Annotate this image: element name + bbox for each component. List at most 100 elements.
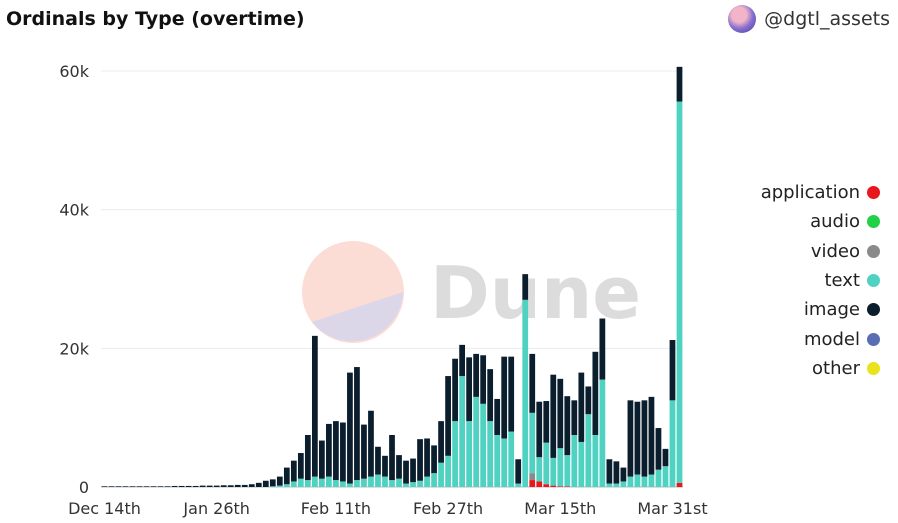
bar-segment-text[interactable] [613, 483, 620, 487]
bar-segment-text[interactable] [585, 414, 592, 487]
bar-segment-image[interactable] [248, 484, 255, 487]
bar-segment-image[interactable] [101, 486, 108, 487]
bar-segment-image[interactable] [445, 376, 451, 456]
bar-segment-image[interactable] [501, 356, 508, 439]
bar-segment-image[interactable] [347, 372, 353, 484]
bar-segment-image[interactable] [290, 460, 297, 482]
bar-segment-image[interactable] [199, 485, 206, 487]
bar-segment-image[interactable] [466, 357, 473, 422]
legend-item-audio[interactable]: audio [700, 207, 880, 236]
bar-segment-text[interactable] [311, 476, 318, 487]
bar-segment-text[interactable] [627, 476, 634, 487]
bar-segment-text[interactable] [599, 379, 606, 487]
bar-segment-image[interactable] [241, 484, 248, 487]
bar-segment-image[interactable] [368, 410, 374, 477]
bar-segment-image[interactable] [361, 424, 367, 479]
bar-segment-image[interactable] [396, 455, 402, 479]
bar-segment-text[interactable] [354, 480, 360, 487]
bar-segment-text[interactable] [571, 435, 578, 487]
bar-segment-image[interactable] [283, 467, 290, 485]
bar-segment-image[interactable] [410, 458, 416, 483]
bar-segment-text[interactable] [655, 469, 662, 487]
bar-segment-image[interactable] [262, 480, 269, 487]
bar-segment-image[interactable] [655, 428, 662, 470]
bar-segment-text[interactable] [276, 485, 283, 487]
bar-segment-image[interactable] [213, 485, 220, 487]
legend-item-model[interactable]: model [700, 324, 880, 353]
legend-item-text[interactable]: text [700, 266, 880, 295]
bar-segment-image[interactable] [480, 355, 487, 404]
bar-segment-application[interactable] [529, 480, 536, 487]
bar-segment-image[interactable] [599, 318, 606, 380]
bar-segment-application[interactable] [536, 481, 543, 487]
bar-segment-text[interactable] [445, 455, 451, 487]
bar-segment-text[interactable] [536, 457, 543, 482]
bar-segment-text[interactable] [564, 455, 571, 487]
bar-segment-image[interactable] [311, 335, 318, 477]
bar-segment-text[interactable] [319, 478, 325, 487]
bar-segment-application[interactable] [543, 484, 550, 487]
bar-segment-text[interactable] [641, 476, 648, 487]
bar-segment-image[interactable] [438, 421, 444, 463]
bar-segment-text[interactable] [417, 480, 423, 487]
bar-segment-image[interactable] [585, 386, 592, 415]
bar-segment-image[interactable] [634, 401, 641, 475]
bar-segment-text[interactable] [508, 431, 515, 487]
bar-segment-image[interactable] [424, 438, 430, 477]
bar-segment-text[interactable] [466, 421, 473, 487]
bar-segment-image[interactable] [136, 486, 143, 487]
bar-segment-image[interactable] [150, 486, 157, 487]
bar-segment-image[interactable] [543, 401, 550, 443]
bar-segment-text[interactable] [452, 421, 458, 487]
bar-segment-image[interactable] [564, 396, 571, 456]
bar-segment-text[interactable] [403, 483, 409, 487]
legend-item-application[interactable]: application [700, 178, 880, 207]
bar-segment-text[interactable] [361, 478, 367, 487]
bar-segment-image[interactable] [192, 485, 199, 487]
bar-segment-image[interactable] [529, 353, 536, 413]
bar-segment-image[interactable] [122, 486, 129, 487]
bar-segment-text[interactable] [304, 480, 311, 487]
bar-segment-image[interactable] [143, 486, 150, 487]
bar-segment-image[interactable] [185, 485, 192, 487]
bar-segment-text[interactable] [326, 476, 332, 487]
bar-segment-image[interactable] [557, 378, 564, 449]
bar-segment-image[interactable] [227, 485, 234, 487]
bar-segment-image[interactable] [662, 448, 669, 467]
bar-segment-image[interactable] [620, 467, 627, 482]
bar-segment-text[interactable] [669, 400, 676, 487]
bar-segment-text[interactable] [473, 396, 480, 487]
bar-segment-application[interactable] [564, 486, 571, 487]
bar-segment-image[interactable] [354, 367, 360, 481]
bar-segment-image[interactable] [319, 440, 325, 479]
bar-segment-text[interactable] [347, 483, 353, 487]
bar-segment-image[interactable] [115, 486, 122, 487]
bar-segment-text[interactable] [606, 483, 613, 487]
bar-segment-image[interactable] [255, 482, 262, 487]
bar-segment-video[interactable] [529, 473, 536, 481]
legend-item-video[interactable]: video [700, 237, 880, 266]
bar-segment-image[interactable] [375, 446, 381, 475]
bar-segment-text[interactable] [297, 478, 304, 487]
bar-segment-image[interactable] [382, 455, 388, 477]
bar-segment-image[interactable] [431, 445, 437, 474]
bar-segment-text[interactable] [396, 478, 402, 487]
bar-segment-text[interactable] [676, 101, 683, 483]
bar-segment-text[interactable] [283, 484, 290, 487]
bar-segment-text[interactable] [368, 476, 374, 487]
bar-segment-image[interactable] [206, 485, 213, 487]
bar-segment-image[interactable] [326, 423, 332, 477]
bar-segment-text[interactable] [333, 480, 339, 487]
bar-segment-image[interactable] [550, 374, 557, 458]
bar-segment-text[interactable] [557, 448, 564, 487]
bar-segment-image[interactable] [571, 400, 578, 435]
legend-item-image[interactable]: image [700, 295, 880, 324]
bar-segment-image[interactable] [669, 340, 676, 401]
bar-segment-text[interactable] [290, 481, 297, 487]
bar-segment-application[interactable] [557, 486, 564, 487]
bar-segment-text[interactable] [382, 476, 388, 487]
bar-segment-image[interactable] [220, 485, 227, 487]
bar-segment-text[interactable] [431, 473, 437, 487]
bar-segment-image[interactable] [452, 358, 458, 422]
bar-segment-text[interactable] [522, 299, 529, 487]
